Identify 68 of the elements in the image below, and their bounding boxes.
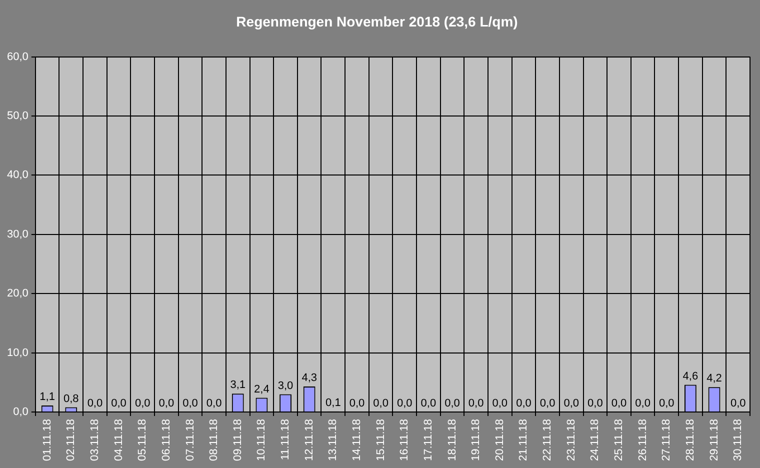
- x-tick-label: 13.11.18: [327, 419, 340, 462]
- data-label: 0,0: [635, 398, 650, 410]
- data-label: 0,0: [468, 398, 484, 410]
- data-label: 4,3: [302, 372, 317, 384]
- x-tick-label: 19.11.18: [470, 419, 482, 462]
- data-label: 4,2: [706, 372, 722, 385]
- data-label: 0,0: [564, 398, 579, 410]
- x-tick-label: 11.11.18: [280, 419, 292, 460]
- y-tick-label: 30,0: [6, 228, 28, 240]
- x-tick-label: 01.11.18: [41, 419, 54, 462]
- x-tick-label: 26.11.18: [636, 419, 649, 462]
- x-tick-label: 21.11.18: [518, 419, 530, 462]
- x-tick-label: 29.11.18: [708, 419, 720, 462]
- y-tick-label: 0,0: [13, 406, 28, 418]
- x-tick-label: 07.11.18: [184, 419, 196, 462]
- x-tick-label: 08.11.18: [208, 419, 220, 462]
- x-tick-label: 16.11.18: [398, 419, 411, 462]
- chart-title: Regenmengen November 2018 (23,6 L/qm): [236, 13, 518, 30]
- data-label: 0,0: [158, 398, 174, 410]
- data-label: 0,0: [182, 398, 198, 410]
- data-label: 0,0: [111, 398, 126, 410]
- x-tick-label: 18.11.18: [446, 419, 458, 462]
- y-tick-label: 50,0: [6, 110, 28, 122]
- data-label: 0,0: [444, 398, 460, 410]
- x-tick-label: 12.11.18: [303, 419, 316, 462]
- y-tick-label: 40,0: [6, 169, 28, 182]
- data-label: 4,6: [682, 370, 698, 382]
- x-tick-label: 05.11.18: [136, 419, 149, 462]
- x-tick-label: 25.11.18: [613, 419, 626, 462]
- data-label: 2,4: [254, 383, 270, 396]
- data-label: 0,0: [87, 398, 103, 410]
- x-tick-label: 09.11.18: [232, 419, 244, 462]
- data-label: 3,0: [278, 380, 294, 392]
- data-label: 0,0: [420, 398, 436, 410]
- x-tick-label: 30.11.18: [732, 419, 744, 462]
- data-label: 0,0: [540, 398, 556, 410]
- data-label: 3,1: [230, 379, 246, 392]
- y-tick-label: 20,0: [6, 288, 28, 300]
- data-label: 0,0: [611, 398, 627, 410]
- x-tick-label: 28.11.18: [684, 419, 696, 462]
- y-tick-label: 60,0: [6, 50, 28, 63]
- x-tick-label: 27.11.18: [660, 419, 673, 462]
- data-label: 0,0: [516, 398, 532, 410]
- data-label: 0,0: [373, 398, 388, 410]
- x-tick-label: 22.11.18: [542, 419, 554, 462]
- x-tick-label: 15.11.18: [374, 419, 387, 462]
- y-tick-label: 10,0: [6, 346, 28, 359]
- x-tick-label: 03.11.18: [88, 419, 101, 462]
- data-label: 0,0: [396, 398, 412, 410]
- x-tick-label: 14.11.18: [351, 419, 364, 462]
- x-tick-label: 20.11.18: [494, 419, 506, 462]
- x-tick-label: 17.11.18: [422, 419, 434, 462]
- data-label: 0,0: [658, 398, 674, 410]
- data-label: 0,0: [492, 398, 508, 410]
- data-label: 0,0: [134, 398, 150, 410]
- data-label: 0,0: [730, 398, 746, 410]
- data-label: 0,8: [63, 392, 79, 405]
- x-tick-label: 06.11.18: [160, 419, 172, 462]
- data-label: 0,0: [588, 398, 603, 410]
- x-tick-label: 10.11.18: [256, 419, 268, 462]
- x-tick-label: 23.11.18: [565, 419, 578, 462]
- x-tick-label: 02.11.18: [65, 419, 78, 462]
- data-label: 0,1: [326, 396, 341, 409]
- data-label: 1,1: [40, 391, 55, 404]
- x-tick-label: 24.11.18: [589, 419, 602, 462]
- data-label: 0,0: [206, 398, 222, 410]
- x-tick-label: 04.11.18: [112, 419, 125, 462]
- data-label: 0,0: [349, 398, 365, 410]
